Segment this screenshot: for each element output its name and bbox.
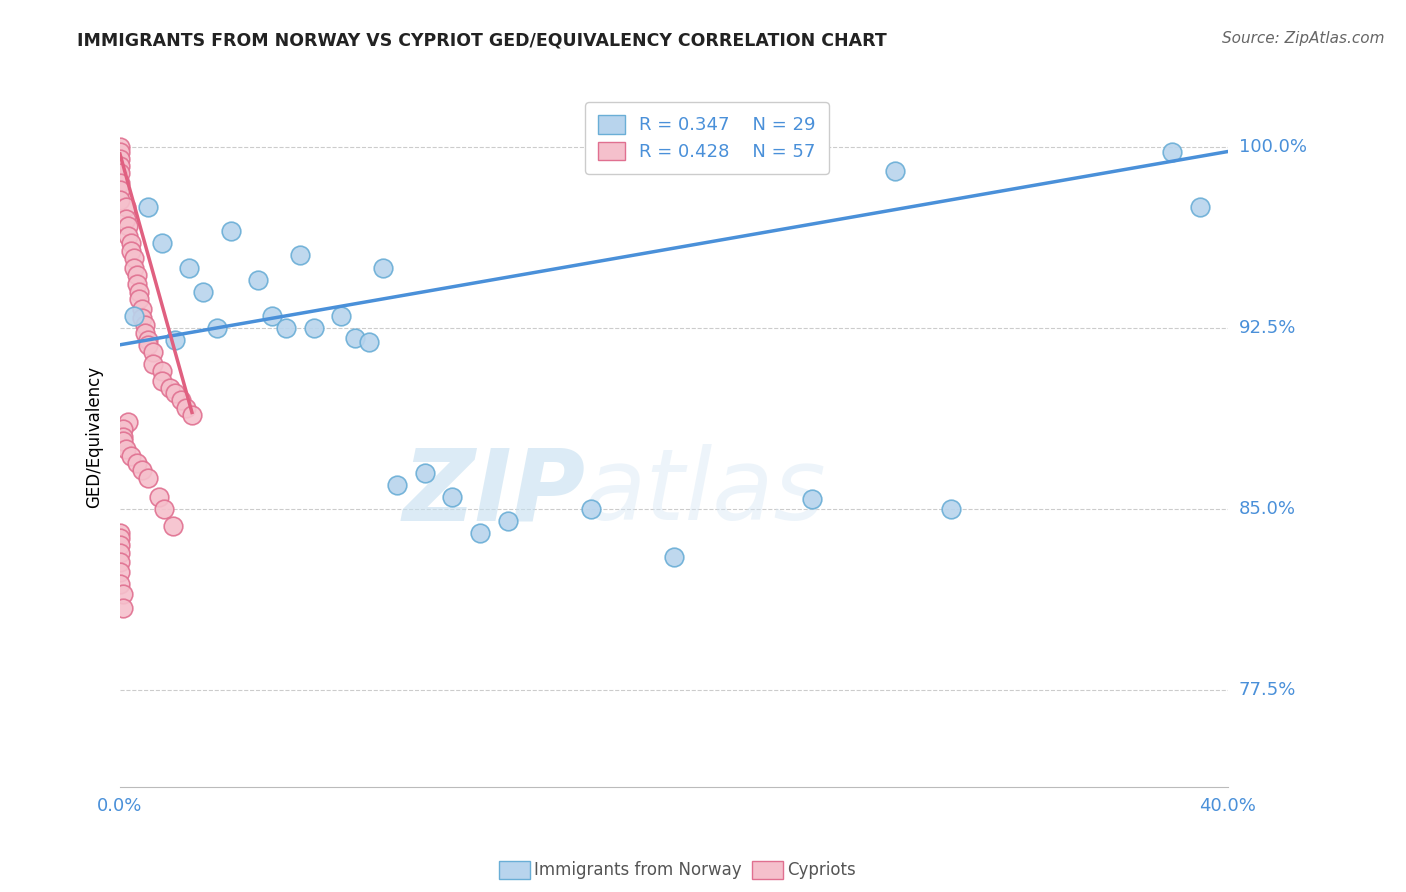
Point <box>125 268 148 282</box>
Point <box>496 514 519 528</box>
Point <box>114 212 136 227</box>
Point <box>108 531 131 545</box>
Point <box>120 449 142 463</box>
Point <box>134 318 156 333</box>
Point <box>801 492 824 507</box>
Text: 85.0%: 85.0% <box>1239 500 1296 518</box>
Text: Source: ZipAtlas.com: Source: ZipAtlas.com <box>1222 31 1385 46</box>
Y-axis label: GED/Equivalency: GED/Equivalency <box>86 366 103 508</box>
Point <box>142 357 165 371</box>
Point <box>108 193 131 207</box>
Point <box>413 466 436 480</box>
Text: Cypriots: Cypriots <box>787 861 856 879</box>
Point <box>579 502 602 516</box>
Point <box>111 422 134 436</box>
Point <box>884 164 907 178</box>
Point <box>108 526 131 541</box>
Point <box>148 490 170 504</box>
Point <box>274 321 297 335</box>
Point <box>108 565 131 579</box>
Point <box>125 456 148 470</box>
Point <box>153 502 176 516</box>
Point <box>371 260 394 275</box>
Point <box>108 140 131 154</box>
Point <box>108 538 131 552</box>
Point <box>142 345 165 359</box>
Point <box>136 338 159 352</box>
Point <box>117 219 139 234</box>
Point <box>108 152 131 166</box>
Point <box>302 321 325 335</box>
Point <box>330 309 353 323</box>
Point <box>120 236 142 251</box>
Point <box>122 309 145 323</box>
Point <box>191 285 214 299</box>
Point <box>176 401 198 415</box>
Point <box>111 586 134 600</box>
Point <box>108 159 131 173</box>
Point <box>108 145 131 159</box>
Point <box>111 601 134 615</box>
Point <box>181 408 204 422</box>
Point <box>111 434 134 449</box>
Point <box>108 176 131 190</box>
Point <box>120 244 142 258</box>
Point <box>131 301 153 316</box>
Point <box>441 490 464 504</box>
Point <box>122 260 145 275</box>
Legend: R = 0.347    N = 29, R = 0.428    N = 57: R = 0.347 N = 29, R = 0.428 N = 57 <box>585 103 828 174</box>
Text: 77.5%: 77.5% <box>1239 681 1296 699</box>
Point <box>114 442 136 456</box>
Point <box>162 519 184 533</box>
Point <box>134 326 156 340</box>
Text: IMMIGRANTS FROM NORWAY VS CYPRIOT GED/EQUIVALENCY CORRELATION CHART: IMMIGRANTS FROM NORWAY VS CYPRIOT GED/EQ… <box>77 31 887 49</box>
Point <box>136 470 159 484</box>
Text: atlas: atlas <box>585 444 827 541</box>
Point <box>219 224 242 238</box>
Point <box>136 333 159 347</box>
Text: 100.0%: 100.0% <box>1239 137 1306 156</box>
Point <box>159 381 181 395</box>
Point <box>108 166 131 180</box>
Point <box>122 251 145 265</box>
Point <box>128 292 150 306</box>
Point <box>262 309 284 323</box>
Point <box>150 374 173 388</box>
Point <box>108 183 131 197</box>
Point <box>131 311 153 326</box>
Point <box>939 502 962 516</box>
Point <box>125 277 148 292</box>
Point <box>468 526 491 541</box>
Point <box>385 478 408 492</box>
Point <box>150 364 173 378</box>
Point <box>288 248 311 262</box>
Text: Immigrants from Norway: Immigrants from Norway <box>534 861 742 879</box>
Point <box>117 415 139 429</box>
Point <box>108 545 131 559</box>
Point <box>165 386 187 401</box>
Point <box>1188 200 1211 214</box>
Point <box>1161 145 1184 159</box>
Point <box>662 550 685 565</box>
Point <box>128 285 150 299</box>
Point <box>131 463 153 477</box>
Point <box>170 393 193 408</box>
Point <box>359 335 381 350</box>
Point <box>136 200 159 214</box>
Point <box>205 321 228 335</box>
Point <box>108 577 131 591</box>
Text: 92.5%: 92.5% <box>1239 319 1296 337</box>
Text: ZIP: ZIP <box>402 444 585 541</box>
Point <box>117 229 139 244</box>
Point <box>111 429 134 443</box>
Point <box>179 260 201 275</box>
Point <box>165 333 187 347</box>
Point <box>150 236 173 251</box>
Point <box>344 330 367 344</box>
Point <box>247 272 270 286</box>
Point <box>108 555 131 569</box>
Point <box>114 200 136 214</box>
